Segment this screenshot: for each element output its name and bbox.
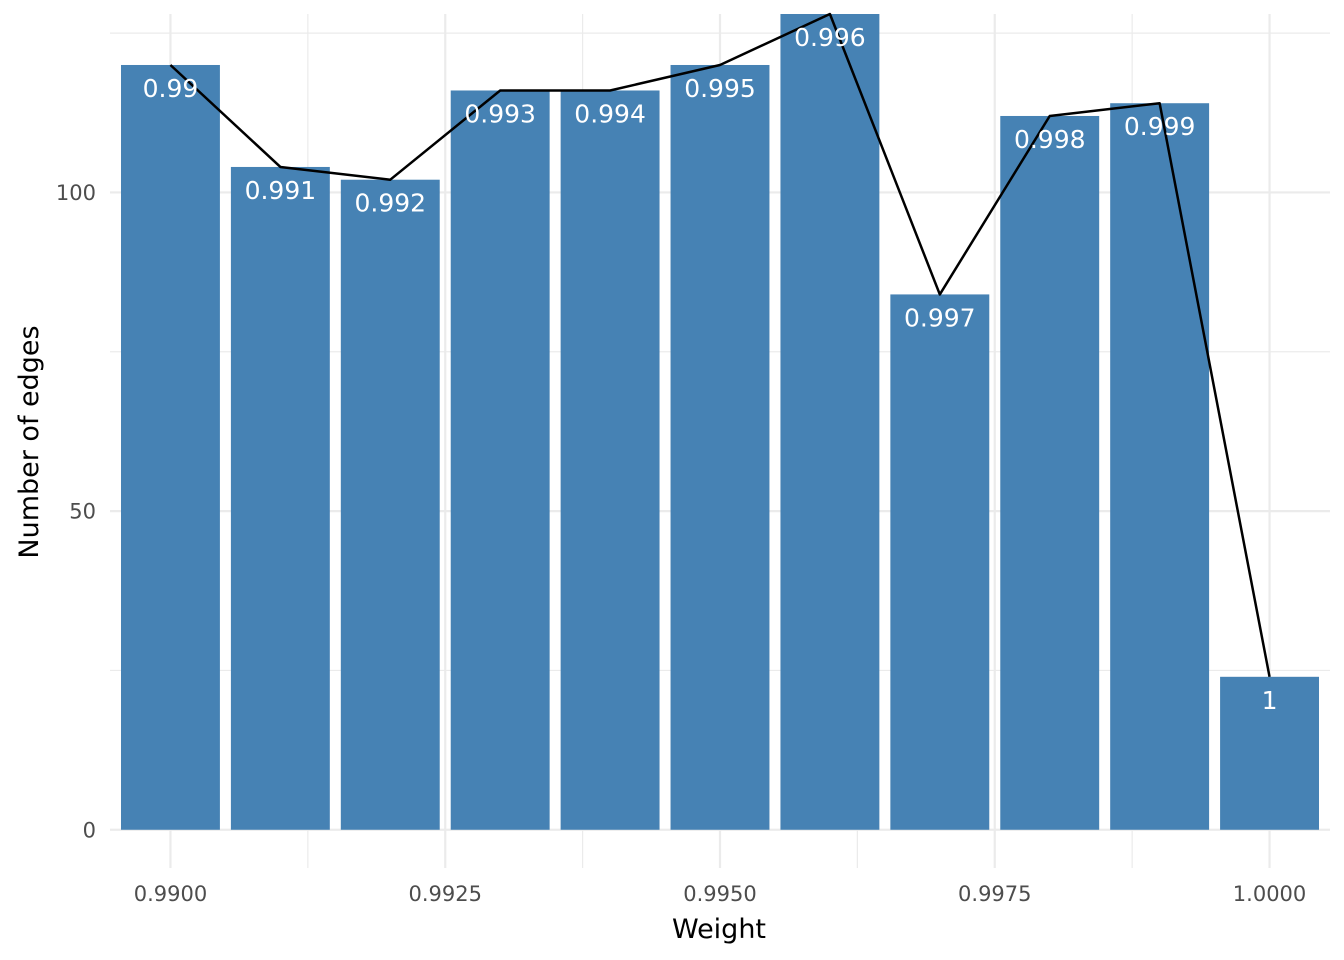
x-tick-label: 0.9950 [683, 882, 756, 906]
x-axis-ticks: 0.9900 0.9925 0.9950 0.9975 1.0000 [134, 882, 1307, 906]
bar-label: 0.995 [684, 74, 756, 103]
y-axis-title: Number of edges [14, 325, 45, 558]
x-tick-label: 0.9925 [408, 882, 481, 906]
trend-line [169, 12, 1271, 678]
x-tick-label: 0.9900 [134, 882, 207, 906]
bar [230, 166, 330, 830]
bar-label: 0.991 [245, 176, 317, 205]
bar [450, 90, 550, 830]
bar [1000, 115, 1100, 830]
bars [120, 14, 1320, 830]
bar [670, 64, 770, 830]
bar-label: 0.997 [904, 303, 976, 332]
bar-label: 0.998 [1014, 125, 1086, 154]
bar [120, 64, 220, 830]
bar-labels: 0.99 0.991 0.992 0.993 0.994 0.995 0.996 0.997 0… [143, 23, 1278, 715]
y-axis-ticks: 0 50 100 [56, 181, 96, 842]
bar [1110, 103, 1210, 830]
x-tick-label: 0.9975 [958, 882, 1031, 906]
bar [780, 14, 880, 830]
bar-label: 0.993 [464, 99, 536, 128]
bar-label: 0.999 [1124, 112, 1196, 141]
y-tick-label: 50 [69, 500, 96, 524]
y-tick-label: 0 [83, 818, 96, 842]
bar [890, 294, 990, 830]
bar [340, 179, 440, 830]
bar-label: 0.992 [354, 189, 426, 218]
trend-line-layer [169, 12, 1271, 678]
bar [560, 90, 660, 830]
bar-label: 0.99 [143, 74, 199, 103]
bar-label: 0.996 [794, 23, 866, 52]
bar-label: 1 [1262, 686, 1278, 715]
x-axis-title: Weight [672, 914, 766, 945]
bar-label: 0.994 [574, 99, 646, 128]
bar [1220, 676, 1320, 830]
y-tick-label: 100 [56, 181, 96, 205]
x-tick-label: 1.0000 [1233, 882, 1306, 906]
